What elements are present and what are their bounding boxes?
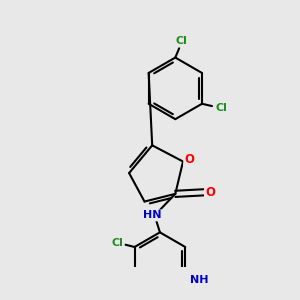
Text: O: O bbox=[205, 186, 215, 199]
Text: Cl: Cl bbox=[112, 238, 124, 248]
Text: Cl: Cl bbox=[215, 103, 227, 112]
Text: NH: NH bbox=[190, 275, 208, 285]
Text: O: O bbox=[184, 154, 194, 166]
Text: Cl: Cl bbox=[176, 36, 188, 46]
Text: HN: HN bbox=[143, 210, 161, 220]
